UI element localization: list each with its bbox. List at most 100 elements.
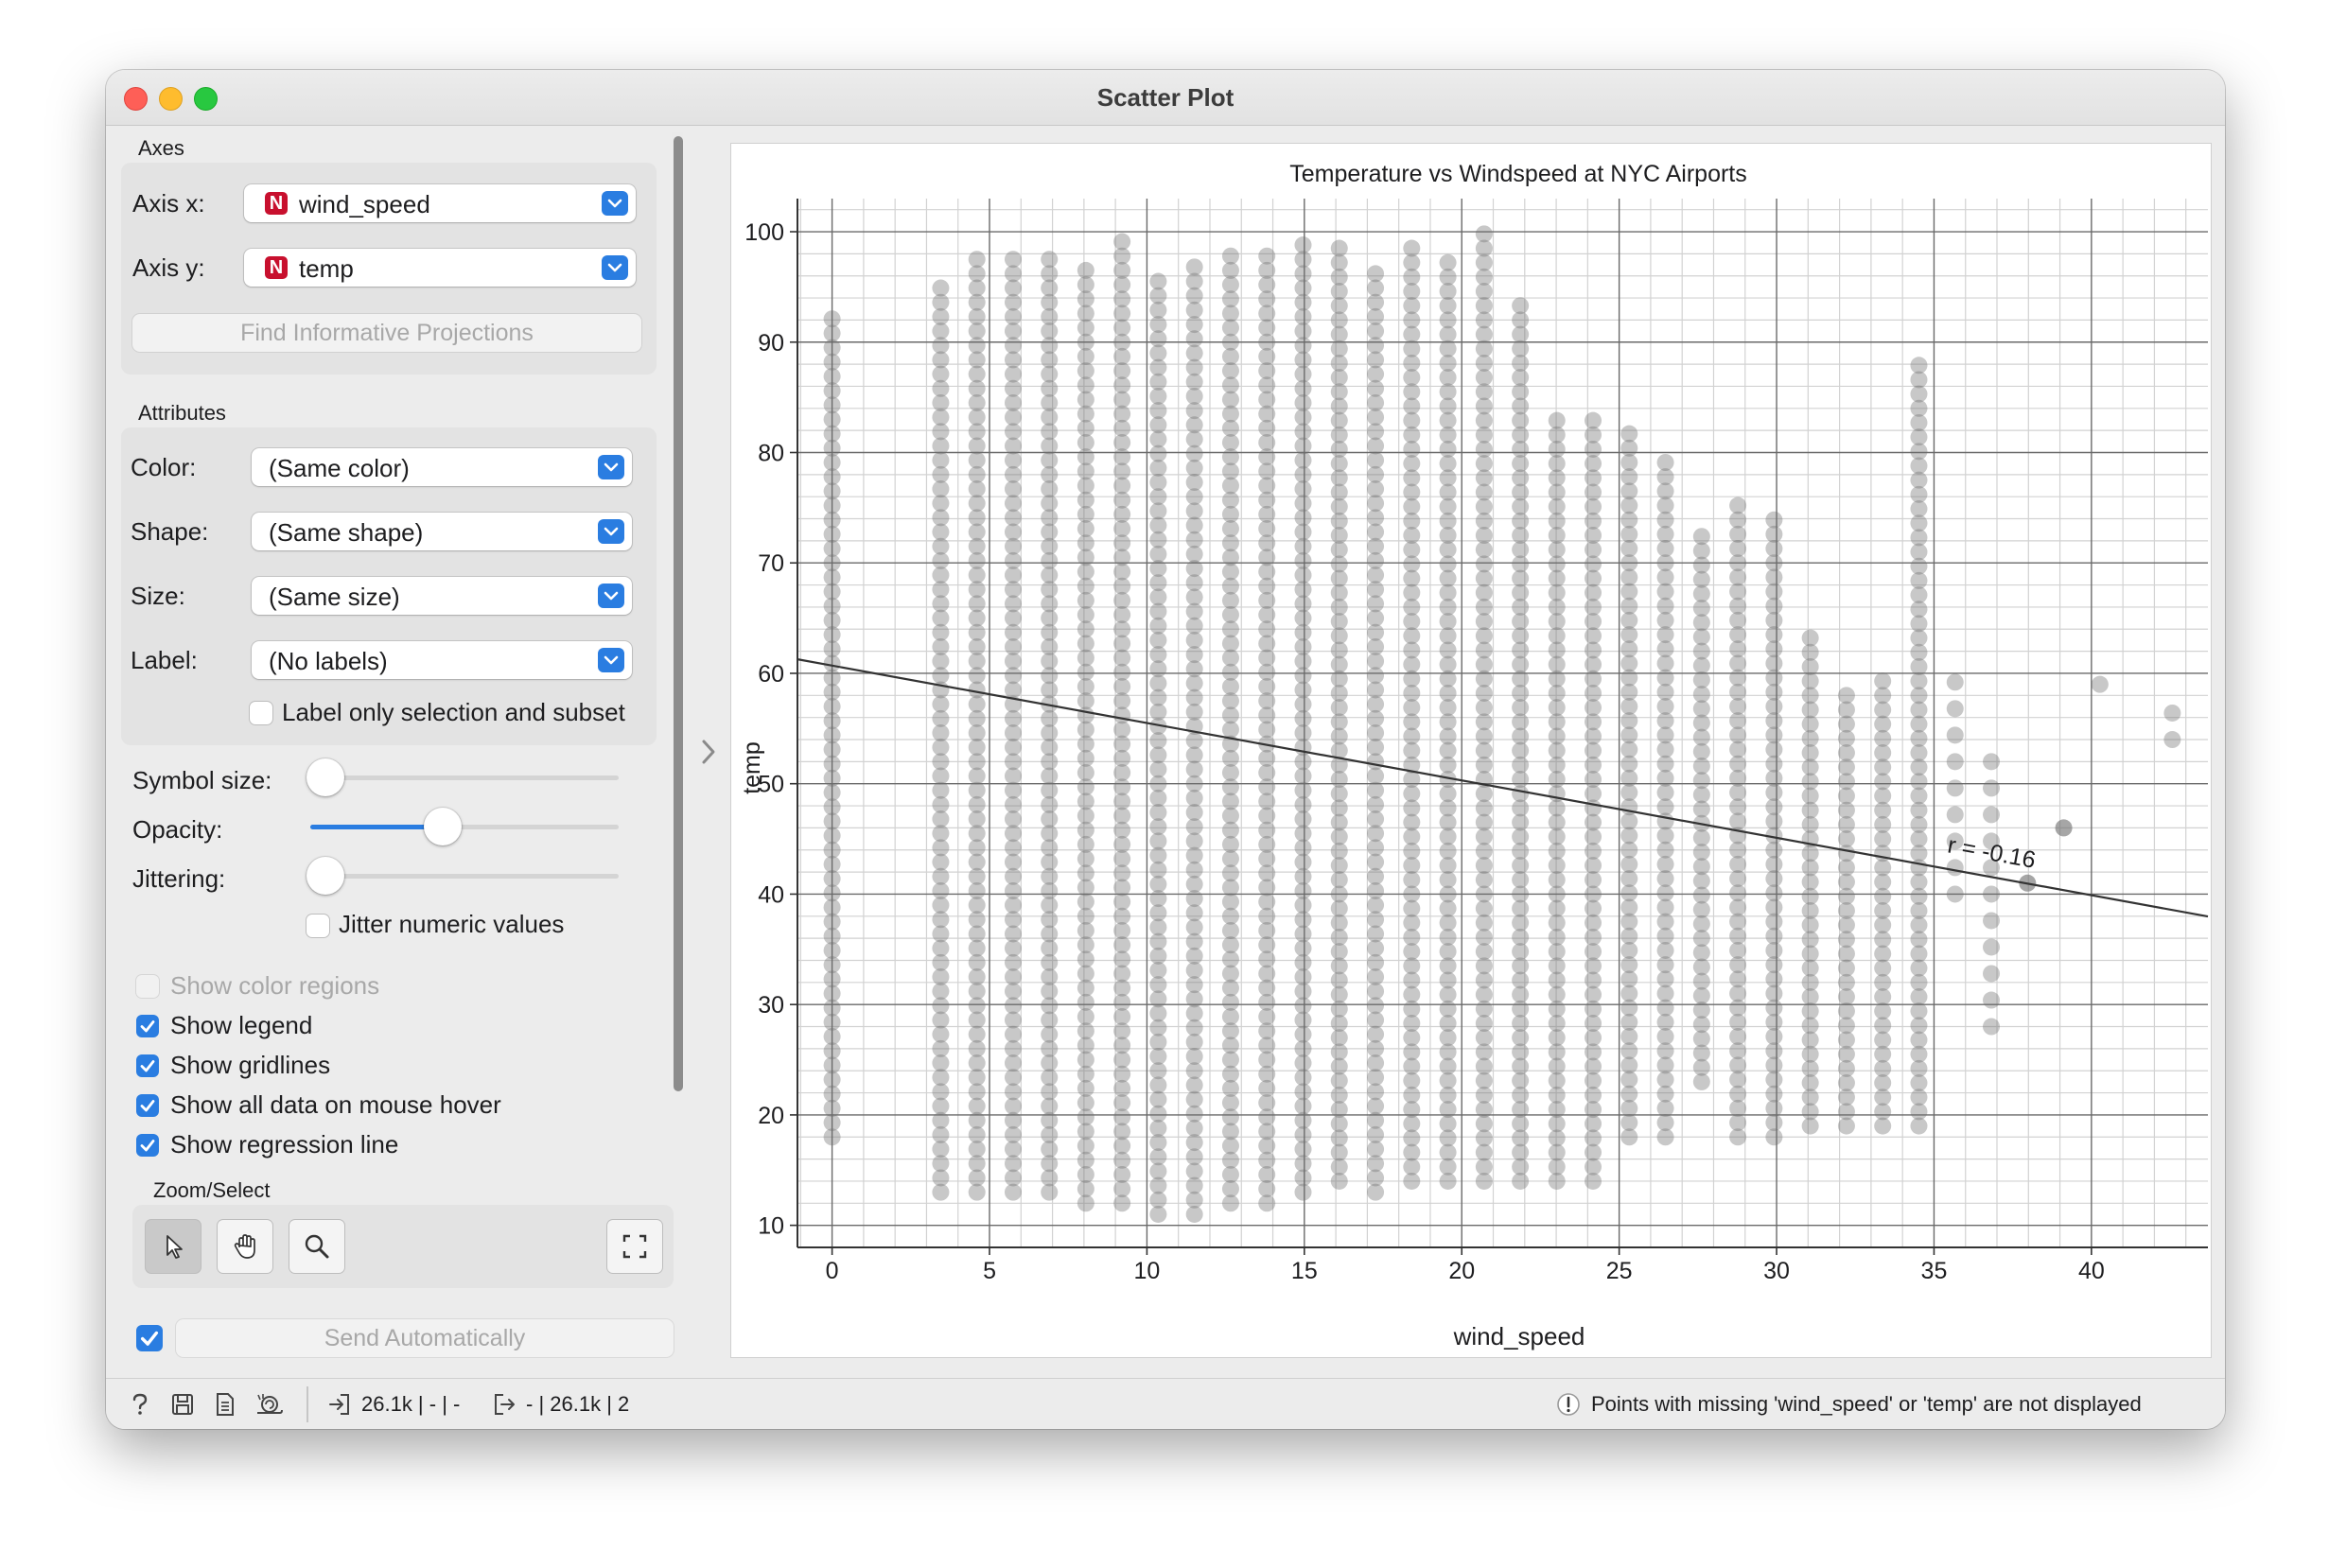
send-automatically-button[interactable]: Send Automatically bbox=[176, 1319, 674, 1357]
reset-zoom-button[interactable] bbox=[607, 1220, 662, 1273]
data-point bbox=[1258, 376, 1276, 394]
data-point bbox=[1185, 602, 1203, 620]
show-gridlines-checkbox[interactable] bbox=[136, 1054, 159, 1077]
data-point bbox=[1620, 482, 1638, 500]
data-point bbox=[1801, 787, 1819, 805]
color-combo[interactable]: (Same color) bbox=[252, 448, 632, 486]
data-point bbox=[1041, 911, 1059, 929]
data-point bbox=[1729, 712, 1747, 730]
data-point bbox=[1729, 812, 1747, 830]
output-icon[interactable] bbox=[492, 1392, 517, 1417]
opacity-slider[interactable] bbox=[310, 825, 619, 829]
data-point bbox=[823, 1028, 841, 1046]
data-point bbox=[1004, 881, 1022, 899]
plot-area[interactable]: Temperature vs Windspeed at NYC Airports… bbox=[731, 144, 2211, 1357]
data-point bbox=[1475, 957, 1493, 975]
data-point bbox=[1367, 967, 1385, 985]
data-point bbox=[1765, 984, 1783, 1002]
data-point bbox=[1801, 873, 1819, 891]
data-point bbox=[1765, 697, 1783, 715]
data-point bbox=[1330, 369, 1348, 387]
data-point bbox=[1548, 483, 1566, 501]
data-point bbox=[1439, 713, 1457, 731]
data-point bbox=[932, 337, 950, 355]
input-icon[interactable] bbox=[327, 1392, 352, 1417]
axis-x-combo[interactable]: N wind_speed bbox=[244, 184, 636, 222]
data-point bbox=[1294, 781, 1312, 799]
data-point bbox=[1801, 801, 1819, 819]
data-point bbox=[1041, 653, 1059, 671]
data-point bbox=[1765, 970, 1783, 988]
data-point bbox=[1475, 555, 1493, 573]
symbol-size-slider[interactable] bbox=[310, 775, 619, 780]
shape-combo[interactable]: (Same shape) bbox=[252, 513, 632, 550]
close-window-button[interactable] bbox=[124, 87, 148, 111]
jittering-slider[interactable] bbox=[310, 874, 619, 879]
data-point bbox=[1185, 961, 1203, 979]
data-point bbox=[1294, 667, 1312, 685]
data-point bbox=[1294, 839, 1312, 857]
data-point bbox=[1765, 956, 1783, 974]
axis-y-combo[interactable]: N temp bbox=[244, 249, 636, 287]
data-point bbox=[1874, 973, 1892, 991]
jitter-numeric-checkbox[interactable] bbox=[306, 915, 329, 937]
data-point bbox=[1185, 588, 1203, 606]
data-point bbox=[1258, 534, 1276, 552]
minimize-window-button[interactable] bbox=[159, 87, 183, 111]
data-point bbox=[1837, 744, 1855, 762]
opacity-slider-knob[interactable] bbox=[424, 808, 463, 845]
data-point bbox=[1548, 455, 1566, 473]
data-point bbox=[1330, 325, 1348, 343]
data-point bbox=[1041, 1011, 1059, 1029]
data-point bbox=[1729, 913, 1747, 931]
save-icon[interactable] bbox=[170, 1392, 195, 1417]
data-point bbox=[1077, 319, 1094, 337]
label-combo[interactable]: (No labels) bbox=[252, 641, 632, 679]
report-icon[interactable] bbox=[214, 1392, 236, 1417]
data-point bbox=[1149, 617, 1167, 635]
data-point bbox=[1837, 1117, 1855, 1135]
data-point bbox=[1548, 727, 1566, 745]
data-point bbox=[1330, 1015, 1348, 1033]
data-point bbox=[1330, 799, 1348, 817]
select-tool-button[interactable] bbox=[146, 1220, 201, 1273]
data-point bbox=[1910, 801, 1928, 819]
data-point bbox=[1077, 864, 1094, 882]
data-point bbox=[1801, 1017, 1819, 1035]
data-point bbox=[1367, 1054, 1385, 1072]
data-point bbox=[1221, 907, 1239, 925]
show-color-regions-checkbox[interactable] bbox=[136, 975, 159, 998]
send-automatically-checkbox[interactable] bbox=[136, 1325, 163, 1351]
data-point bbox=[1041, 307, 1059, 325]
symbol-size-slider-knob[interactable] bbox=[306, 758, 344, 796]
data-point bbox=[1620, 1128, 1638, 1146]
chevron-right-icon[interactable] bbox=[699, 738, 718, 766]
show-regression-label: Show regression line bbox=[170, 1130, 399, 1159]
data-point bbox=[1512, 512, 1530, 530]
data-point bbox=[932, 781, 950, 799]
data-point bbox=[968, 767, 986, 785]
data-point bbox=[1258, 620, 1276, 638]
find-informative-projections-button[interactable]: Find Informative Projections bbox=[132, 314, 641, 352]
snail-icon[interactable] bbox=[255, 1392, 284, 1417]
data-point bbox=[1330, 497, 1348, 515]
pan-tool-button[interactable] bbox=[218, 1220, 272, 1273]
data-point bbox=[1983, 912, 2001, 930]
label-only-selection-checkbox[interactable] bbox=[250, 702, 272, 724]
show-legend-checkbox[interactable] bbox=[136, 1015, 159, 1037]
data-point bbox=[1041, 623, 1059, 641]
show-regression-checkbox[interactable] bbox=[136, 1134, 159, 1157]
scatter-chart[interactable]: Temperature vs Windspeed at NYC Airports… bbox=[731, 144, 2211, 1357]
jittering-slider-knob[interactable] bbox=[306, 857, 344, 895]
size-combo[interactable]: (Same size) bbox=[252, 577, 632, 615]
data-point bbox=[1620, 855, 1638, 873]
controls-scrollbar-thumb[interactable] bbox=[674, 136, 683, 1091]
help-icon[interactable] bbox=[129, 1392, 151, 1417]
data-point bbox=[968, 967, 986, 985]
show-all-data-checkbox[interactable] bbox=[136, 1094, 159, 1117]
data-point bbox=[1910, 687, 1928, 705]
zoom-window-button[interactable] bbox=[194, 87, 218, 111]
data-point bbox=[1765, 769, 1783, 787]
data-point bbox=[1077, 534, 1094, 552]
zoom-tool-button[interactable] bbox=[289, 1220, 344, 1273]
